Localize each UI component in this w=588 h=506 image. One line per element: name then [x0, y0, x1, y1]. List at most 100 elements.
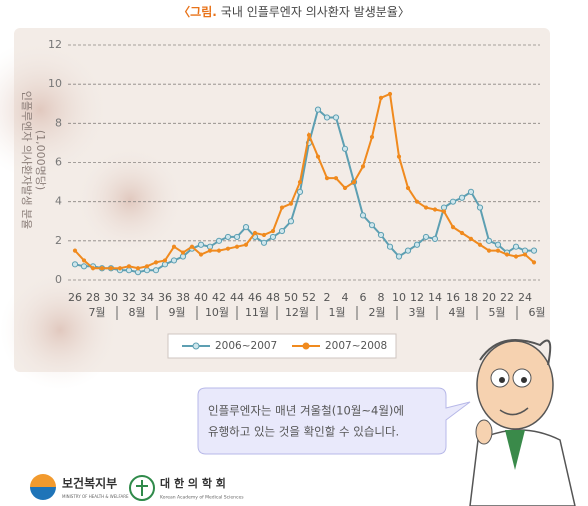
academy-logo — [136, 480, 148, 496]
x-tick-label: 24 — [518, 291, 532, 304]
month-label: 4월 — [448, 306, 465, 319]
point-marker — [522, 252, 528, 257]
point-marker — [485, 237, 493, 244]
x-tick-label: 8 — [378, 291, 385, 304]
point-marker — [359, 212, 367, 219]
point-marker — [377, 231, 385, 239]
point-marker — [180, 250, 186, 255]
ministry-logo — [30, 487, 56, 500]
x-tick-label: 12 — [410, 291, 424, 304]
month-label: 9월 — [168, 306, 185, 319]
legend-swatch — [192, 342, 200, 350]
month-label: 6월 — [528, 306, 545, 319]
ministry-name-en: MINISTRY OF HEALTH & WELFARE — [62, 494, 129, 499]
point-marker — [297, 179, 303, 185]
x-tick-label: 20 — [482, 291, 496, 304]
legend-swatch — [302, 342, 310, 350]
point-marker — [197, 241, 205, 248]
point-marker — [423, 205, 429, 210]
x-tick-label: 4 — [342, 291, 349, 304]
point-marker — [189, 244, 195, 249]
x-tick-label: 42 — [212, 291, 226, 304]
academy-name: 대 한 의 학 회 — [160, 476, 226, 490]
x-tick-label: 22 — [500, 291, 514, 304]
x-tick-label: 10 — [392, 291, 406, 304]
point-marker — [108, 266, 114, 271]
y-tick-label: 0 — [55, 273, 62, 286]
decor — [0, 270, 120, 390]
point-marker — [386, 243, 394, 250]
chart-panel — [14, 28, 550, 372]
point-marker — [242, 224, 250, 231]
point-marker — [315, 154, 321, 159]
point-marker — [486, 248, 492, 253]
point-marker — [198, 252, 204, 257]
point-marker — [422, 233, 430, 241]
point-marker — [270, 228, 276, 234]
point-marker — [333, 176, 339, 181]
point-marker — [351, 179, 357, 185]
callout-bubble — [197, 387, 471, 455]
y-tick-label: 2 — [55, 234, 62, 247]
point-marker — [513, 254, 519, 259]
month-label: 12월 — [285, 306, 309, 319]
x-tick-label: 28 — [86, 291, 100, 304]
ministry-name: 보건복지부 — [62, 476, 117, 491]
x-tick-label: 38 — [176, 291, 190, 304]
point-marker — [512, 243, 520, 250]
point-marker — [360, 164, 366, 169]
point-marker — [243, 242, 249, 247]
point-marker — [369, 134, 375, 140]
point-marker — [476, 204, 484, 211]
point-marker — [332, 114, 340, 121]
point-marker — [458, 194, 466, 201]
month-label: 7월 — [88, 306, 105, 319]
point-marker — [323, 114, 331, 121]
legend-label: 2007~2008 — [325, 340, 387, 352]
point-marker — [404, 247, 412, 254]
point-marker — [342, 185, 348, 191]
title-text: 국내 인플루엔자 의사환자 발생분율〉 — [221, 5, 410, 19]
x-tick-label: 48 — [266, 291, 280, 304]
point-marker — [504, 252, 510, 257]
decor — [75, 145, 185, 255]
doctor-illustration — [469, 339, 576, 506]
x-tick-label: 14 — [428, 291, 442, 304]
decor — [0, 40, 110, 180]
legend-label: 2006~2007 — [215, 340, 277, 352]
point-marker — [90, 266, 96, 271]
point-marker — [216, 248, 222, 253]
point-marker — [431, 235, 439, 242]
x-tick-label: 32 — [122, 291, 136, 304]
point-marker — [530, 247, 538, 254]
title-label: 〈그림. — [178, 4, 217, 19]
point-marker — [71, 261, 79, 268]
point-marker — [170, 257, 178, 264]
point-marker — [99, 266, 105, 271]
point-marker — [495, 248, 501, 253]
point-marker — [405, 185, 411, 191]
point-marker — [207, 248, 213, 253]
point-marker — [278, 227, 286, 235]
point-marker — [81, 258, 87, 263]
x-tick-label: 36 — [158, 291, 172, 304]
ministry-logo — [30, 474, 56, 487]
callout-text: 인플루엔자는 매년 겨울철(10월~4월)에 — [208, 404, 404, 418]
y-axis-label: (1,000명당) — [34, 130, 47, 190]
point-marker — [378, 95, 384, 100]
point-marker — [368, 222, 376, 229]
point-marker — [413, 241, 421, 248]
point-marker — [477, 242, 483, 247]
x-tick-label: 16 — [446, 291, 460, 304]
point-marker — [459, 230, 465, 236]
x-tick-label: 52 — [302, 291, 316, 304]
callout-text: 유행하고 있는 것을 확인할 수 있습니다. — [208, 425, 399, 439]
x-tick-label: 40 — [194, 291, 208, 304]
series-line — [74, 107, 534, 274]
point-marker — [234, 244, 240, 249]
point-marker — [261, 232, 267, 238]
y-tick-label: 12 — [48, 38, 62, 51]
month-label: 1월 — [328, 306, 345, 319]
